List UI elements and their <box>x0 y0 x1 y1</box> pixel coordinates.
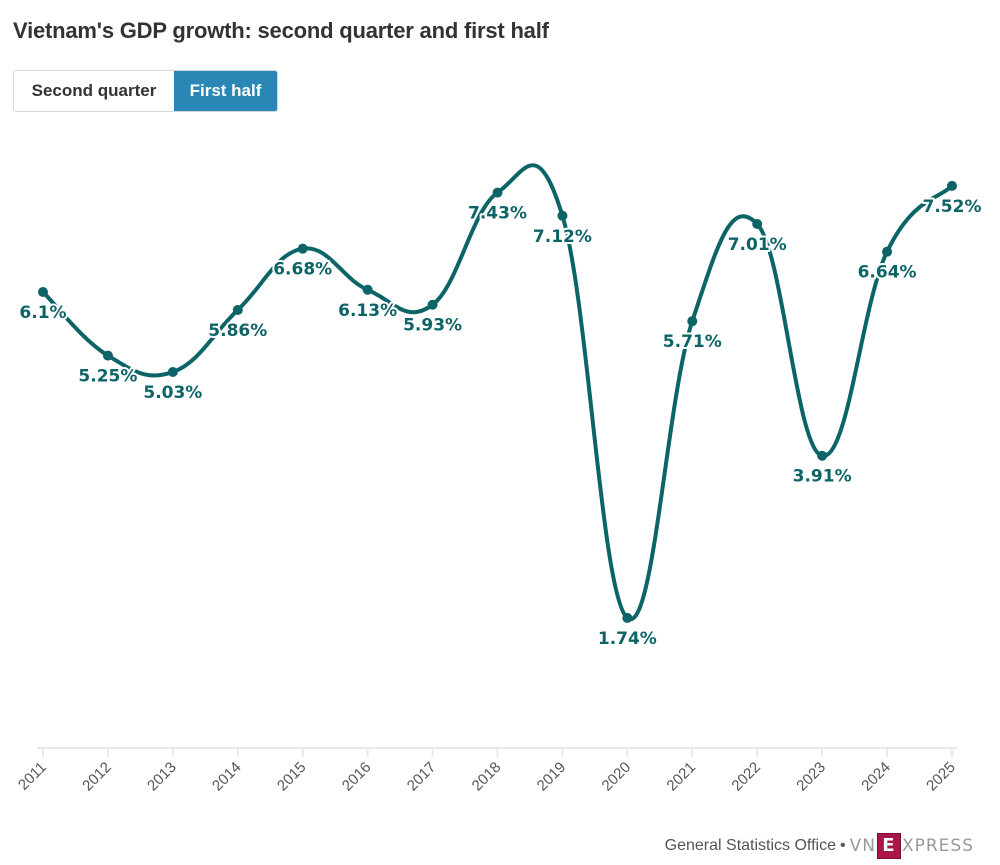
chart-title: Vietnam's GDP growth: second quarter and… <box>13 18 549 43</box>
x-tick-label: 2023 <box>793 759 829 795</box>
data-label-2011: 6.1% <box>19 303 66 323</box>
x-tick-label: 2017 <box>404 759 440 795</box>
data-point-2015[interactable] <box>297 243 308 254</box>
x-tick-label: 2012 <box>79 759 115 795</box>
data-label-2016: 6.13% <box>338 301 397 321</box>
data-point-2020[interactable] <box>622 612 633 623</box>
data-point-2012[interactable] <box>102 350 113 361</box>
data-point-2017[interactable] <box>427 299 438 310</box>
data-point-2021[interactable] <box>687 316 698 327</box>
data-point-2024[interactable] <box>882 246 893 257</box>
data-label-2017: 5.93% <box>403 316 462 336</box>
data-point-2023[interactable] <box>817 450 828 461</box>
data-point-2025[interactable] <box>947 180 957 191</box>
data-label-2021: 5.71% <box>663 332 722 352</box>
data-label-2020: 1.74% <box>598 629 657 649</box>
data-label-2022: 7.01% <box>728 235 787 255</box>
x-tick-label: 2020 <box>599 759 635 795</box>
period-toggle: Second quarter First half <box>13 70 278 112</box>
data-points <box>38 180 957 623</box>
data-point-2019[interactable] <box>557 210 568 221</box>
data-label-2018: 7.43% <box>468 204 527 224</box>
x-tick-label: 2016 <box>339 759 375 795</box>
vnexpress-logo: VN E XPRESS <box>850 833 974 859</box>
logo-prefix: VN <box>849 836 876 856</box>
data-point-2018[interactable] <box>492 187 503 198</box>
x-tick-label: 2014 <box>209 759 245 795</box>
x-tick-label: 2011 <box>15 759 50 794</box>
x-tick-label: 2015 <box>274 759 310 795</box>
data-label-2012: 5.25% <box>78 367 137 387</box>
x-tick-label: 2013 <box>144 759 180 795</box>
x-axis: 2011 2012 2013 2014 2015 2016 2017 2018 2019 2020… <box>15 747 959 795</box>
data-labels: 6.1% 5.25% 5.03% 5.86% 6.68% 6.13% 5.93% 7.43% 7… <box>17 195 983 651</box>
data-point-2016[interactable] <box>362 284 373 295</box>
x-tick-label: 2021 <box>663 759 699 795</box>
logo-mark: E <box>876 833 901 859</box>
first-half-button[interactable]: First half <box>174 71 277 111</box>
logo-suffix: XPRESS <box>901 836 974 856</box>
x-tick-label: 2019 <box>534 759 570 795</box>
data-point-2014[interactable] <box>232 304 243 315</box>
data-point-2022[interactable] <box>752 219 763 230</box>
data-point-2011[interactable] <box>38 287 48 298</box>
data-label-2013: 5.03% <box>143 383 202 403</box>
x-tick-label: 2022 <box>728 759 764 795</box>
second-quarter-button[interactable]: Second quarter <box>14 71 174 111</box>
source-text: General Statistics Office <box>664 837 836 854</box>
data-label-2023: 3.91% <box>793 467 852 487</box>
data-point-2013[interactable] <box>167 367 178 378</box>
data-label-2015: 6.68% <box>273 260 332 280</box>
data-label-2014: 5.86% <box>208 321 267 341</box>
data-label-2024: 6.64% <box>858 263 917 283</box>
x-tick-label: 2018 <box>469 759 505 795</box>
x-tick-label: 2024 <box>858 759 894 795</box>
separator: • <box>839 837 846 854</box>
data-label-2025: 7.52% <box>923 197 982 217</box>
x-tick-label: 2025 <box>923 759 959 795</box>
footer: General Statistics Office • VN E XPRESS <box>665 833 974 859</box>
data-label-2019: 7.12% <box>533 227 592 247</box>
